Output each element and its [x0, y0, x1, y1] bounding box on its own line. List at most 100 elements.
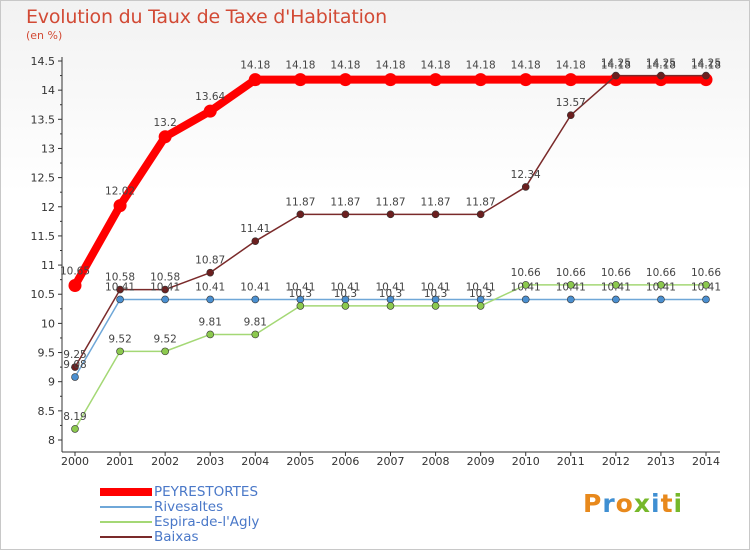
data-label-baixas: 13.57 — [556, 97, 586, 109]
data-point-peyrestortes — [158, 130, 172, 144]
data-label-baixas: 11.87 — [330, 196, 360, 208]
axes: 8 8.5 9 9.5 10 10.5 11 11.5 12 12.5 13 13.5 14 14.5 20… — [31, 55, 720, 468]
data-label-baixas: 11.87 — [375, 196, 405, 208]
data-point-baixas — [386, 210, 395, 219]
data-point-espira-de-l-agly — [476, 302, 485, 310]
logo-letter: r — [602, 489, 616, 518]
data-point-rivesaltes — [116, 295, 124, 304]
x-tick-label: 2005 — [286, 455, 314, 468]
y-tick-label: 14.5 — [31, 55, 56, 68]
x-tick-label: 2003 — [196, 455, 224, 468]
data-point-peyrestortes — [113, 199, 127, 213]
data-point-peyrestortes — [338, 73, 352, 87]
data-label-baixas: 11.87 — [466, 196, 496, 208]
y-tick-label: 11 — [41, 259, 55, 272]
logo-letter: i — [673, 489, 684, 518]
data-label-rivesaltes: 10.41 — [150, 281, 180, 293]
data-point-rivesaltes — [702, 295, 710, 304]
legend-swatch — [100, 520, 152, 523]
data-label-peyrestortes: 13.64 — [195, 91, 225, 103]
data-point-espira-de-l-agly — [71, 425, 79, 433]
data-label-peyrestortes: 14.18 — [240, 60, 270, 72]
data-label-espira-de-l-agly: 10.66 — [646, 267, 676, 279]
data-label-espira-de-l-agly: 10.3 — [469, 288, 492, 300]
data-label-peyrestortes: 14.18 — [421, 60, 451, 72]
data-point-peyrestortes — [564, 73, 578, 87]
x-tick-label: 2008 — [422, 455, 450, 468]
data-point-rivesaltes — [566, 295, 575, 304]
data-label-baixas: 9.25 — [63, 349, 86, 361]
y-tick-label: 9.5 — [38, 347, 56, 360]
proxiti-logo: Proxiti — [583, 489, 683, 518]
data-label-rivesaltes: 10.41 — [330, 281, 360, 293]
legend-swatch — [100, 487, 152, 496]
data-point-peyrestortes — [519, 73, 533, 87]
data-label-baixas: 11.87 — [421, 196, 451, 208]
data-label-espira-de-l-agly: 10.66 — [556, 267, 586, 279]
data-point-peyrestortes — [293, 73, 307, 87]
data-point-peyrestortes — [248, 73, 262, 87]
data-point-espira-de-l-agly — [251, 330, 260, 339]
legend-swatch — [100, 505, 152, 508]
data-label-peyrestortes: 14.18 — [511, 60, 541, 72]
data-point-baixas — [612, 71, 620, 80]
data-label-espira-de-l-agly: 10.3 — [379, 288, 402, 300]
data-point-baixas — [521, 183, 530, 191]
data-label-baixas: 11.87 — [285, 196, 315, 208]
y-tick-label: 13.5 — [31, 113, 56, 126]
data-point-espira-de-l-agly — [161, 347, 169, 356]
y-tick-label: 12.5 — [31, 172, 56, 185]
legend-label: Espira-de-l'Agly — [154, 513, 260, 530]
logo-letter: x — [633, 489, 651, 518]
data-label-espira-de-l-agly: 10.66 — [601, 267, 631, 279]
logo-letter: t — [660, 489, 674, 518]
chart-subtitle: (en %) — [26, 29, 63, 42]
series-layer — [68, 71, 713, 433]
x-tick-label: 2004 — [241, 455, 269, 468]
data-label-rivesaltes: 10.41 — [375, 281, 405, 293]
data-label-rivesaltes: 10.41 — [240, 281, 270, 293]
data-label-rivesaltes: 10.41 — [466, 281, 496, 293]
data-label-espira-de-l-agly: 10.66 — [511, 267, 541, 279]
data-point-baixas — [566, 111, 575, 120]
x-tick-label: 2001 — [106, 455, 134, 468]
data-point-espira-de-l-agly — [206, 330, 215, 339]
data-point-espira-de-l-agly — [341, 302, 350, 310]
legend-swatch — [100, 535, 152, 538]
data-point-baixas — [206, 268, 215, 277]
data-point-peyrestortes — [474, 73, 488, 87]
data-point-peyrestortes — [384, 73, 397, 87]
data-label-espira-de-l-agly: 9.52 — [153, 333, 176, 345]
data-label-rivesaltes: 10.41 — [601, 281, 631, 293]
legend: PEYRESTORTES Rivesaltes Espira-de-l'Agly… — [100, 484, 260, 545]
data-point-baixas — [657, 71, 665, 80]
data-point-rivesaltes — [657, 295, 665, 304]
x-tick-label: 2006 — [331, 455, 359, 468]
chart-title: Evolution du Taux de Taxe d'Habitation — [26, 6, 387, 28]
data-label-espira-de-l-agly: 10.3 — [289, 288, 312, 300]
data-label-peyrestortes: 14.18 — [466, 60, 496, 72]
data-label-baixas: 14.25 — [691, 58, 721, 70]
data-point-espira-de-l-agly — [702, 281, 710, 289]
data-label-peyrestortes: 14.18 — [556, 60, 586, 72]
data-label-baixas: 14.25 — [601, 58, 631, 70]
data-label-rivesaltes: 10.41 — [511, 281, 541, 293]
data-point-baixas — [116, 285, 124, 294]
x-tick-label: 2000 — [61, 455, 89, 468]
y-tick-label: 10.5 — [31, 288, 56, 301]
series-line-peyrestortes — [71, 75, 710, 290]
y-tick-label: 10 — [41, 317, 55, 330]
data-point-peyrestortes — [68, 278, 82, 292]
data-point-rivesaltes — [161, 295, 169, 304]
y-tick-label: 8 — [48, 434, 55, 447]
data-label-peyrestortes: 14.18 — [646, 60, 676, 72]
data-label-rivesaltes: 9.08 — [63, 359, 86, 371]
data-label-baixas: 14.25 — [646, 58, 676, 70]
data-label-peyrestortes: 14.18 — [330, 60, 360, 72]
y-tick-label: 12 — [41, 201, 55, 214]
x-tick-label: 2002 — [151, 455, 179, 468]
y-tick-label: 13 — [41, 142, 55, 155]
